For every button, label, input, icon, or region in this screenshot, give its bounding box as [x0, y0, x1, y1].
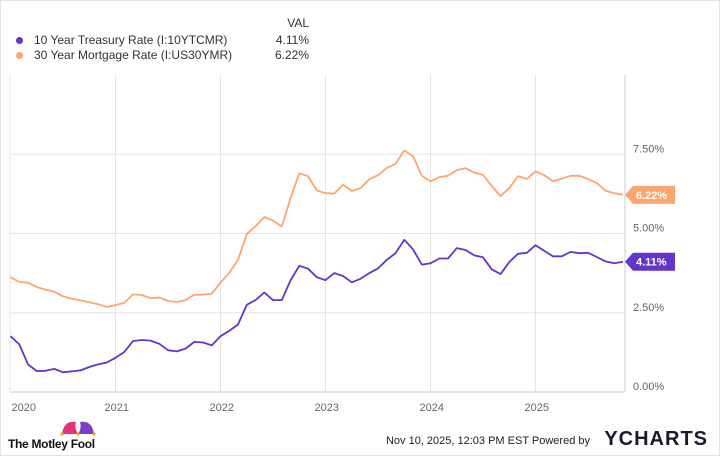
- x-tick-label: 2024: [420, 402, 444, 414]
- x-tick-label: 2023: [315, 402, 339, 414]
- ycharts-text: YCHARTS: [604, 428, 708, 450]
- x-tick-label: 2022: [210, 402, 234, 414]
- series-line: [10, 149, 624, 308]
- legend-value-header: VAL: [287, 16, 309, 30]
- last-value-tag: [625, 252, 675, 271]
- series-dot-icon: [16, 37, 23, 44]
- series-dot-icon: [16, 52, 23, 59]
- y-tick-label: 5.00%: [633, 223, 664, 235]
- ycharts-logo: YCHARTS: [604, 428, 708, 451]
- last-value-tag: [625, 185, 675, 204]
- legend-label: 10 Year Treasury Rate (I:10YTCMR): [34, 33, 228, 47]
- jester-hat-icon: [60, 421, 96, 436]
- footer-timestamp: Nov 10, 2025, 12:03 PM EST Powered by: [385, 435, 590, 447]
- x-tick-label: 2025: [525, 402, 549, 414]
- last-value-label: 4.11%: [636, 257, 667, 269]
- legend-value: 4.11%: [275, 33, 309, 47]
- y-tick-label: 2.50%: [633, 302, 664, 314]
- legend-value: 6.22%: [274, 48, 309, 62]
- x-tick-label: 2020: [12, 402, 36, 414]
- motley-fool-text: The Motley Fool: [8, 437, 95, 451]
- series-line: [9, 238, 624, 374]
- last-value-label: 6.22%: [636, 190, 667, 202]
- x-tick-label: 2021: [105, 402, 129, 414]
- y-tick-label: 0.00%: [633, 381, 664, 393]
- y-tick-label: 7.50%: [633, 143, 664, 155]
- legend-label: 30 Year Mortgage Rate (I:US30YMR): [34, 48, 233, 62]
- motley-fool-logo: The Motley Fool: [8, 421, 96, 451]
